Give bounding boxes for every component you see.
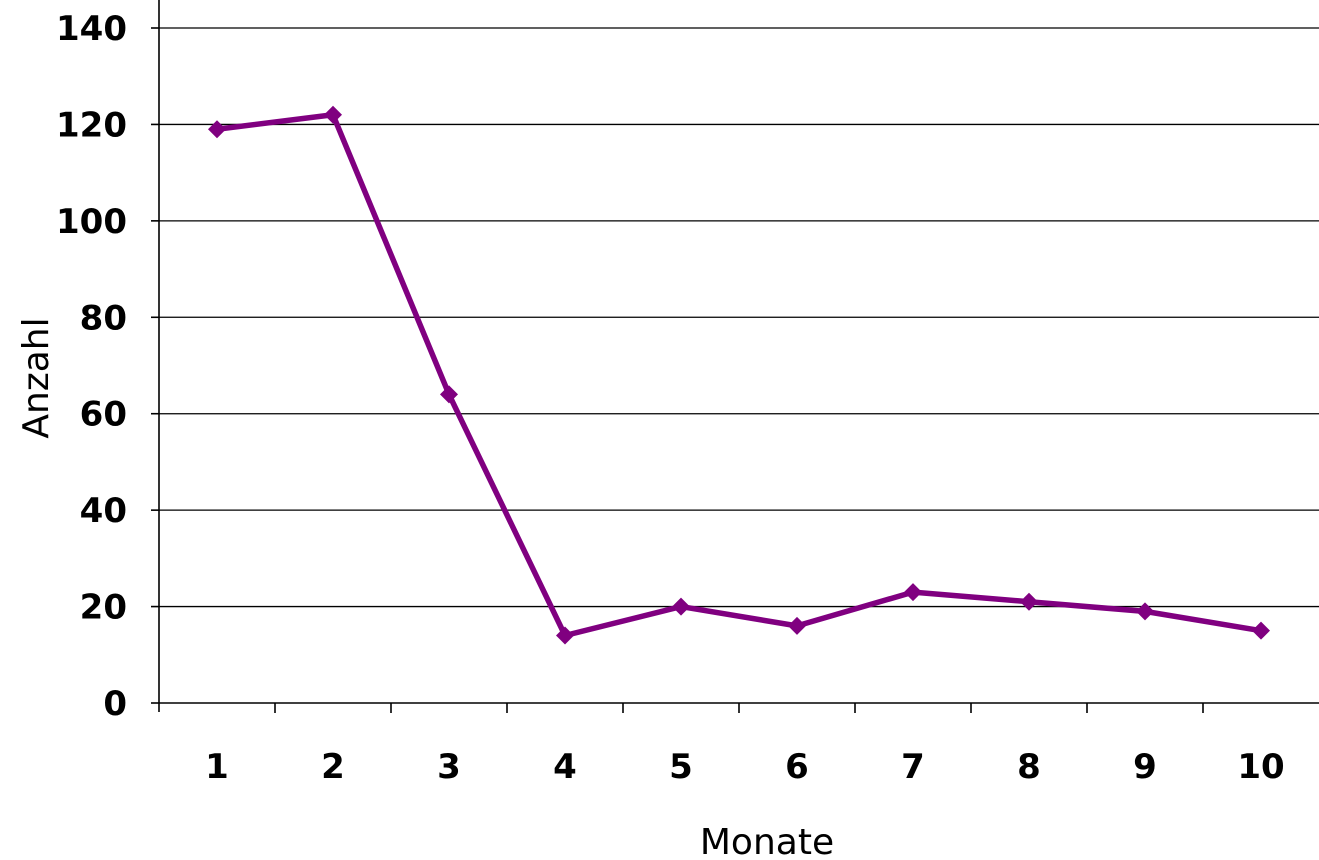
y-tick-label: 140 [56,9,127,49]
x-tick-label: 3 [437,747,461,787]
data-point-marker [1136,602,1154,621]
y-axis-label: Anzahl [16,317,57,438]
data-point-marker [556,626,574,645]
x-tick-label: 4 [553,747,577,787]
y-tick-label: 60 [80,395,127,435]
x-tick-label: 9 [1133,747,1157,787]
x-tick-label: 7 [901,747,925,787]
y-tick-label: 80 [80,298,127,338]
x-axis-label: Monate [700,822,834,860]
y-tick-label: 0 [103,684,127,724]
y-tick-label: 120 [56,105,127,145]
x-tick-label: 8 [1017,747,1041,787]
y-tick-label: 40 [80,491,127,531]
y-tick-label: 100 [56,202,127,242]
data-point-marker [208,120,226,139]
data-point-marker [672,597,690,616]
x-tick-label: 6 [785,747,809,787]
x-tick-label: 5 [669,747,693,787]
x-tick-label: 2 [321,747,345,787]
data-point-marker [324,105,342,124]
data-point-marker [1252,621,1270,640]
x-tick-label: 10 [1237,747,1284,787]
y-tick-label: 20 [80,588,127,628]
axes [151,0,1319,713]
y-tick-labels: 0 20 40 60 80 100 120 140 [56,9,127,724]
data-point-marker [1020,592,1038,611]
x-tick-label: 1 [205,747,229,787]
series [208,105,1270,645]
data-point-marker [788,616,806,635]
data-point-marker [440,385,458,404]
x-tick-labels: 1 2 3 4 5 6 7 8 9 10 [205,747,1285,787]
gridlines [159,27,1319,608]
series-line [216,112,1262,639]
data-point-marker [904,583,922,602]
